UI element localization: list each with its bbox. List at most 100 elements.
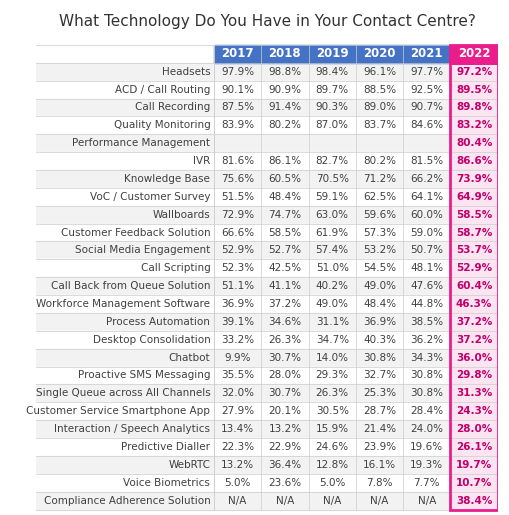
Text: 89.8%: 89.8% (455, 102, 491, 112)
Bar (214, 384, 261, 402)
Bar (355, 206, 403, 224)
Bar (36, 474, 214, 492)
Bar (261, 402, 308, 420)
Text: 7.7%: 7.7% (413, 478, 439, 488)
Bar (261, 81, 308, 98)
Text: 46.3%: 46.3% (455, 299, 491, 309)
Text: 40.3%: 40.3% (362, 335, 395, 345)
Text: 20.1%: 20.1% (268, 406, 301, 416)
Text: IVR: IVR (192, 156, 210, 166)
Bar (308, 295, 355, 313)
Text: 41.1%: 41.1% (268, 281, 301, 291)
Bar (214, 349, 261, 367)
Bar (261, 224, 308, 242)
Bar (261, 260, 308, 277)
Text: 29.3%: 29.3% (315, 370, 348, 381)
Bar (355, 331, 403, 349)
Text: 30.7%: 30.7% (268, 353, 301, 363)
Text: 2017: 2017 (221, 47, 253, 60)
Text: 26.3%: 26.3% (268, 335, 301, 345)
Text: 97.9%: 97.9% (220, 67, 253, 77)
Bar (355, 152, 403, 170)
Bar (36, 367, 214, 384)
Bar (308, 438, 355, 456)
Bar (308, 81, 355, 98)
Text: 90.3%: 90.3% (315, 102, 348, 112)
Bar (449, 295, 497, 313)
Bar (449, 45, 497, 63)
Bar (355, 474, 403, 492)
Text: Interaction / Speech Analytics: Interaction / Speech Analytics (54, 424, 210, 434)
Bar (403, 492, 449, 509)
Text: 82.7%: 82.7% (315, 156, 348, 166)
Bar (36, 242, 214, 260)
Bar (449, 224, 497, 242)
Text: 75.6%: 75.6% (220, 174, 253, 184)
Bar (36, 116, 214, 134)
Bar (261, 384, 308, 402)
Text: 13.4%: 13.4% (220, 424, 253, 434)
Bar (214, 206, 261, 224)
Text: 54.5%: 54.5% (362, 263, 395, 273)
Text: Predictive Dialler: Predictive Dialler (121, 442, 210, 452)
Text: WebRTC: WebRTC (168, 460, 210, 470)
Text: 31.3%: 31.3% (455, 388, 491, 399)
Bar (261, 63, 308, 81)
Bar (214, 492, 261, 509)
Text: 32.7%: 32.7% (362, 370, 395, 381)
Bar (214, 116, 261, 134)
Bar (403, 224, 449, 242)
Text: Quality Monitoring: Quality Monitoring (114, 121, 210, 130)
Text: 19.7%: 19.7% (455, 460, 491, 470)
Bar (214, 242, 261, 260)
Text: 90.9%: 90.9% (268, 84, 301, 95)
Text: 28.0%: 28.0% (455, 424, 491, 434)
Bar (355, 116, 403, 134)
Bar (261, 420, 308, 438)
Bar (36, 420, 214, 438)
Text: 19.6%: 19.6% (409, 442, 442, 452)
Bar (403, 152, 449, 170)
Text: 30.8%: 30.8% (362, 353, 395, 363)
Text: N/A: N/A (322, 495, 341, 506)
Bar (449, 331, 497, 349)
Text: 30.7%: 30.7% (268, 388, 301, 399)
Text: 5.0%: 5.0% (319, 478, 345, 488)
Bar (214, 402, 261, 420)
Text: 39.1%: 39.1% (220, 317, 253, 327)
Text: Proactive SMS Messaging: Proactive SMS Messaging (77, 370, 210, 381)
Bar (355, 295, 403, 313)
Bar (355, 224, 403, 242)
Text: 66.2%: 66.2% (409, 174, 442, 184)
Text: 24.0%: 24.0% (410, 424, 442, 434)
Text: Headsets: Headsets (161, 67, 210, 77)
Bar (403, 367, 449, 384)
Text: 34.3%: 34.3% (409, 353, 442, 363)
Bar (214, 45, 261, 63)
Bar (403, 260, 449, 277)
Text: 57.3%: 57.3% (362, 228, 395, 237)
Bar (214, 63, 261, 81)
Bar (214, 295, 261, 313)
Text: 30.8%: 30.8% (410, 388, 442, 399)
Bar (36, 331, 214, 349)
Bar (214, 188, 261, 206)
Bar (355, 81, 403, 98)
Bar (403, 313, 449, 331)
Bar (449, 206, 497, 224)
Bar (403, 384, 449, 402)
Text: 66.6%: 66.6% (220, 228, 253, 237)
Text: 81.5%: 81.5% (409, 156, 442, 166)
Text: 19.3%: 19.3% (409, 460, 442, 470)
Text: Call Back from Queue Solution: Call Back from Queue Solution (51, 281, 210, 291)
Bar (449, 492, 497, 509)
Text: 48.4%: 48.4% (362, 299, 395, 309)
Text: 59.0%: 59.0% (410, 228, 442, 237)
Bar (449, 438, 497, 456)
Bar (449, 313, 497, 331)
Text: 63.0%: 63.0% (315, 210, 348, 220)
Text: 37.2%: 37.2% (455, 317, 491, 327)
Bar (261, 295, 308, 313)
Text: 44.8%: 44.8% (409, 299, 442, 309)
Bar (261, 331, 308, 349)
